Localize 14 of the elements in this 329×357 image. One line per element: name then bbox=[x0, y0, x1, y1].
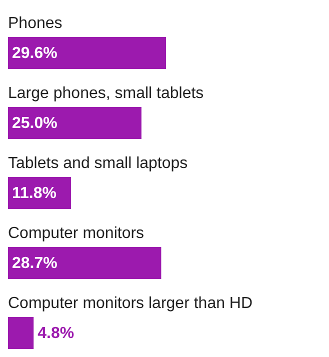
bar bbox=[8, 247, 162, 279]
data-label: 29.6% bbox=[12, 45, 58, 62]
data-label: 4.8% bbox=[38, 325, 74, 342]
bar bbox=[8, 107, 142, 139]
data-label: 28.7% bbox=[12, 255, 58, 272]
y-tick-label: Computer monitors larger than HD bbox=[8, 295, 253, 312]
y-tick-label: Tablets and small laptops bbox=[8, 155, 188, 172]
bar bbox=[8, 37, 166, 69]
data-label: 25.0% bbox=[12, 115, 58, 132]
y-tick-label: Phones bbox=[8, 15, 62, 32]
data-label: 11.8% bbox=[12, 185, 56, 202]
y-tick-label: Large phones, small tablets bbox=[8, 85, 204, 102]
bar bbox=[8, 317, 34, 349]
y-tick-label: Computer monitors bbox=[8, 225, 144, 242]
